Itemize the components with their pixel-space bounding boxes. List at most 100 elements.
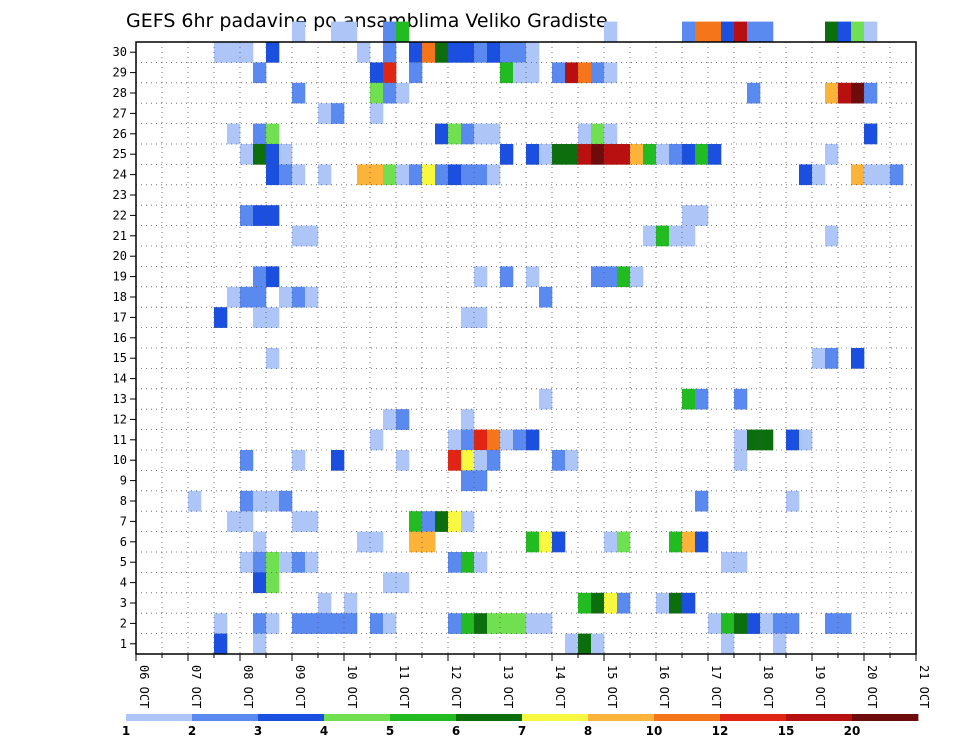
heatmap-cell — [448, 450, 462, 471]
heatmap-cell — [448, 429, 462, 451]
heatmap-cell — [604, 144, 618, 165]
heatmap-cell — [734, 388, 748, 410]
heatmap-cell — [331, 613, 345, 634]
legend-label: 3 — [254, 724, 262, 738]
heatmap-cell — [500, 613, 514, 634]
heatmap-cell — [604, 592, 618, 614]
heatmap-cell — [864, 82, 878, 104]
heatmap-cell — [461, 429, 475, 451]
heatmap-cell — [487, 613, 501, 634]
heatmap-cell — [734, 552, 748, 573]
heatmap-cell — [695, 388, 709, 410]
heatmap-cell — [721, 633, 735, 655]
heatmap-cell — [461, 123, 475, 145]
heatmap-cell — [552, 450, 566, 471]
x-tick-label: 11 OCT — [397, 665, 411, 708]
y-tick-label: 13 — [113, 392, 127, 406]
heatmap-cell — [695, 531, 709, 553]
heatmap-cell — [708, 613, 722, 634]
heatmap-cell — [552, 62, 566, 84]
heatmap-cell — [487, 429, 501, 451]
heatmap-cell — [240, 42, 254, 63]
heatmap-cell — [565, 633, 579, 655]
heatmap-cell — [500, 144, 514, 165]
legend-label: 4 — [320, 724, 328, 738]
heatmap-cell — [630, 144, 644, 165]
heatmap-cell — [253, 490, 267, 512]
heatmap-cell — [318, 103, 332, 124]
heatmap-cell — [461, 409, 475, 430]
legend-swatch — [786, 714, 853, 721]
heatmap-cell — [422, 164, 436, 186]
heatmap-cell — [682, 144, 696, 165]
heatmap-cell — [279, 552, 293, 573]
heatmap-cell — [825, 82, 839, 104]
heatmap-cell — [838, 613, 852, 634]
heatmap-cell — [825, 144, 839, 165]
heatmap-cell — [396, 82, 410, 104]
heatmap-cell — [253, 286, 267, 308]
heatmap-cell — [591, 633, 605, 655]
heatmap-cell — [240, 144, 254, 165]
heatmap-cell — [474, 429, 488, 451]
heatmap-cell — [266, 307, 280, 328]
heatmap-cell — [448, 511, 462, 532]
heatmap-cell — [279, 144, 293, 165]
y-tick-label: 25 — [113, 147, 127, 161]
heatmap-cell — [279, 490, 293, 512]
heatmap-cell — [253, 531, 267, 553]
heatmap-cell — [695, 144, 709, 165]
heatmap-cell — [409, 42, 423, 63]
heatmap-cell — [383, 572, 397, 594]
heatmap-cell — [864, 21, 878, 43]
heatmap-cell — [617, 144, 631, 165]
heatmap-cell — [500, 62, 514, 84]
heatmap-cell — [461, 613, 475, 634]
heatmap-cell — [721, 613, 735, 634]
legend-swatch — [258, 714, 325, 721]
heatmap-cell — [396, 409, 410, 430]
legend: 1 2 3 4 5 6 7 8 10 12 15 20 — [122, 714, 919, 738]
heatmap-cell — [370, 164, 384, 186]
heatmap-cell — [409, 531, 423, 553]
heatmap-cell — [851, 82, 865, 104]
heatmap-cell — [838, 82, 852, 104]
legend-label: 1 — [122, 724, 130, 738]
heatmap-cell — [500, 42, 514, 63]
x-tick-label: 12 OCT — [449, 665, 463, 708]
legend-label: 2 — [188, 724, 196, 738]
heatmap-cell — [812, 164, 826, 186]
heatmap-cell — [877, 164, 891, 186]
heatmap-cell — [227, 42, 241, 63]
heatmap-cell — [396, 572, 410, 594]
heatmap-cell — [266, 490, 280, 512]
heatmap-cell — [526, 62, 540, 84]
heatmap-cell — [669, 144, 683, 165]
heatmap-cell — [357, 42, 371, 63]
heatmap-cell — [292, 613, 306, 634]
heatmap-cell — [474, 450, 488, 471]
heatmap-cell — [825, 225, 839, 247]
y-tick-label: 19 — [113, 270, 127, 284]
heatmap-cell — [305, 552, 319, 573]
heatmap-cell — [448, 42, 462, 63]
x-tick-label: 16 OCT — [657, 665, 671, 708]
heatmap-cell — [370, 429, 384, 451]
heatmap-cell — [370, 82, 384, 104]
heatmap-cell — [253, 62, 267, 84]
heatmap-cell — [266, 572, 280, 594]
heatmap-cell — [539, 531, 553, 553]
heatmap-cell — [240, 286, 254, 308]
heatmap-cell — [812, 348, 826, 369]
heatmap-cell — [435, 511, 449, 532]
heatmap-cell — [786, 490, 800, 512]
heatmap-cell — [435, 164, 449, 186]
heatmap-cell — [526, 613, 540, 634]
legend-label: 15 — [778, 724, 795, 738]
heatmap-cell — [708, 144, 722, 165]
heatmap-cell — [565, 450, 579, 471]
y-tick-label: 23 — [113, 188, 127, 202]
heatmap-cell — [253, 552, 267, 573]
heatmap-cell — [721, 552, 735, 573]
